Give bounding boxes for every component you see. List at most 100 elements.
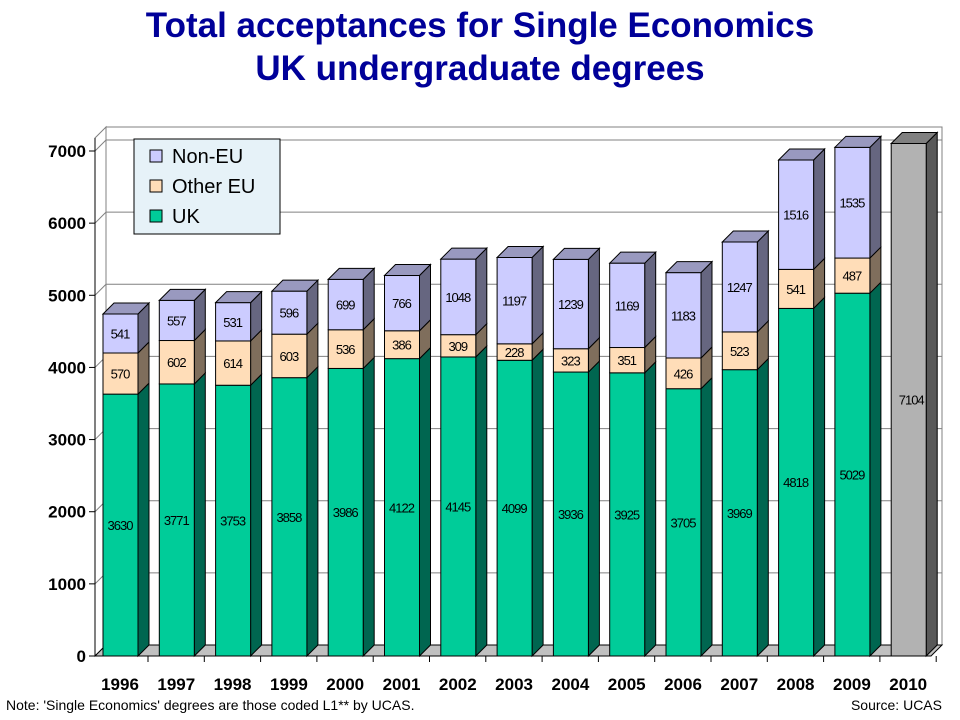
source-note: Source: UCAS — [850, 697, 942, 713]
bar-segment-uk — [609, 372, 646, 657]
data-label: 3630 — [108, 518, 134, 533]
bar-segment-other-eu — [327, 329, 364, 369]
data-label: 386 — [392, 338, 411, 353]
data-label: 426 — [674, 366, 693, 381]
data-label: 228 — [505, 345, 524, 360]
x-tick-label: 2004 — [551, 675, 589, 694]
bar-segment-uk-side — [756, 357, 769, 658]
x-tick-label: 2002 — [439, 675, 477, 694]
data-label: 1247 — [727, 280, 753, 295]
bar-segment-non-eu — [721, 241, 758, 333]
data-label: 3705 — [671, 515, 697, 530]
bar-segment-uk-side — [419, 346, 431, 658]
bar-segment-uk — [271, 377, 308, 657]
bar-segment-uk — [327, 367, 364, 657]
gridline-side — [94, 139, 107, 152]
bar-segment-non-eu-side — [587, 247, 600, 350]
data-label: 3771 — [164, 513, 190, 528]
y-tick-label: 7000 — [48, 142, 86, 161]
bar-segment-non-eu-side — [475, 246, 488, 336]
bar-segment-other-eu — [665, 357, 702, 390]
bar-segment-non-eu — [102, 313, 139, 354]
bar-segment-non-eu — [384, 275, 420, 332]
bar-segment-non-eu-side — [700, 260, 713, 360]
x-tick-label: 2006 — [664, 675, 702, 694]
bar-segment-non-eu-top — [214, 291, 263, 304]
legend-label: Other EU — [172, 176, 255, 198]
data-label: 4099 — [502, 501, 528, 516]
bar-segment-uk-side — [700, 376, 713, 658]
data-label: 570 — [111, 367, 130, 382]
y-tick-label: 0 — [77, 647, 86, 666]
x-tick-label: 1996 — [101, 675, 139, 694]
data-label: 1535 — [839, 196, 865, 211]
bar-2010-total-top — [889, 131, 939, 144]
legend-label: UK — [172, 206, 200, 228]
bar-segment-uk — [102, 393, 139, 657]
data-label: 4818 — [783, 475, 809, 490]
bar-segment-non-eu — [834, 146, 871, 259]
bar-segment-uk — [552, 371, 589, 657]
bar-segment-uk — [834, 292, 871, 657]
bar-segment-non-eu — [552, 258, 589, 350]
bar-segment-uk-side — [644, 360, 657, 658]
data-label: 7104 — [899, 393, 925, 408]
bar-segment-non-eu — [158, 299, 195, 342]
data-label: 3858 — [276, 510, 302, 525]
y-tick-label: 6000 — [48, 214, 86, 233]
data-label: 1239 — [558, 297, 584, 312]
bar-segment-uk-side — [362, 356, 375, 658]
title-line-1: Total acceptances for Single Economics — [145, 6, 815, 45]
data-label: 1169 — [615, 298, 640, 313]
x-tick-label: 2000 — [326, 675, 364, 694]
gridline-side — [94, 283, 107, 296]
y-tick-label: 1000 — [48, 575, 86, 594]
bar-segment-non-eu-side — [644, 250, 657, 349]
bar-segment-uk-side — [587, 359, 600, 658]
bar-segment-non-eu — [496, 256, 533, 345]
bar-segment-non-eu-top — [326, 267, 376, 280]
data-label: 1048 — [445, 290, 471, 305]
data-label: 603 — [280, 349, 299, 364]
bar-segment-non-eu-top — [439, 247, 489, 260]
data-label: 5029 — [839, 468, 865, 483]
data-label: 323 — [561, 353, 580, 368]
bar-segment-non-eu-side — [531, 245, 544, 346]
bar-segment-non-eu — [665, 272, 702, 359]
data-label: 1197 — [502, 294, 527, 309]
bar-segment-non-eu-top — [721, 230, 770, 243]
bar-segment-uk-side — [193, 371, 206, 658]
data-label: 699 — [336, 298, 355, 313]
x-tick-label: 2010 — [889, 675, 927, 694]
x-tick-label: 1998 — [214, 675, 252, 694]
bar-segment-uk-side — [531, 348, 544, 658]
bar-segment-non-eu-top — [833, 135, 883, 148]
data-label: 1516 — [783, 208, 809, 223]
data-label: 487 — [843, 269, 862, 284]
bar-segment-uk — [496, 359, 533, 657]
y-tick-label: 4000 — [48, 358, 86, 377]
bar-segment-other-eu — [158, 340, 195, 385]
bar-2010-total-side — [925, 131, 938, 658]
bar-segment-non-eu — [609, 262, 646, 349]
bar-segment-other-eu — [834, 257, 871, 294]
gridline-side — [94, 211, 107, 224]
bar-segment-uk — [215, 384, 252, 657]
data-label: 309 — [448, 339, 467, 354]
data-label: 614 — [223, 356, 242, 371]
bar-segment-uk-side — [813, 296, 826, 658]
bar-segment-non-eu-top — [608, 251, 657, 264]
legend-swatch — [149, 179, 163, 193]
bar-segment-non-eu-top — [101, 302, 151, 315]
bar-segment-uk-side — [306, 365, 319, 658]
bar-segment-other-eu — [384, 330, 420, 360]
bar-segment-non-eu-top — [664, 261, 714, 274]
bar-segment-uk-side — [250, 373, 263, 658]
bar-segment-non-eu-top — [777, 148, 826, 161]
data-label: 541 — [786, 282, 805, 297]
x-tick-label: 2001 — [383, 675, 421, 694]
legend-swatch — [149, 209, 163, 223]
bar-segment-other-eu — [215, 340, 252, 386]
legend-label: Non-EU — [172, 146, 243, 168]
